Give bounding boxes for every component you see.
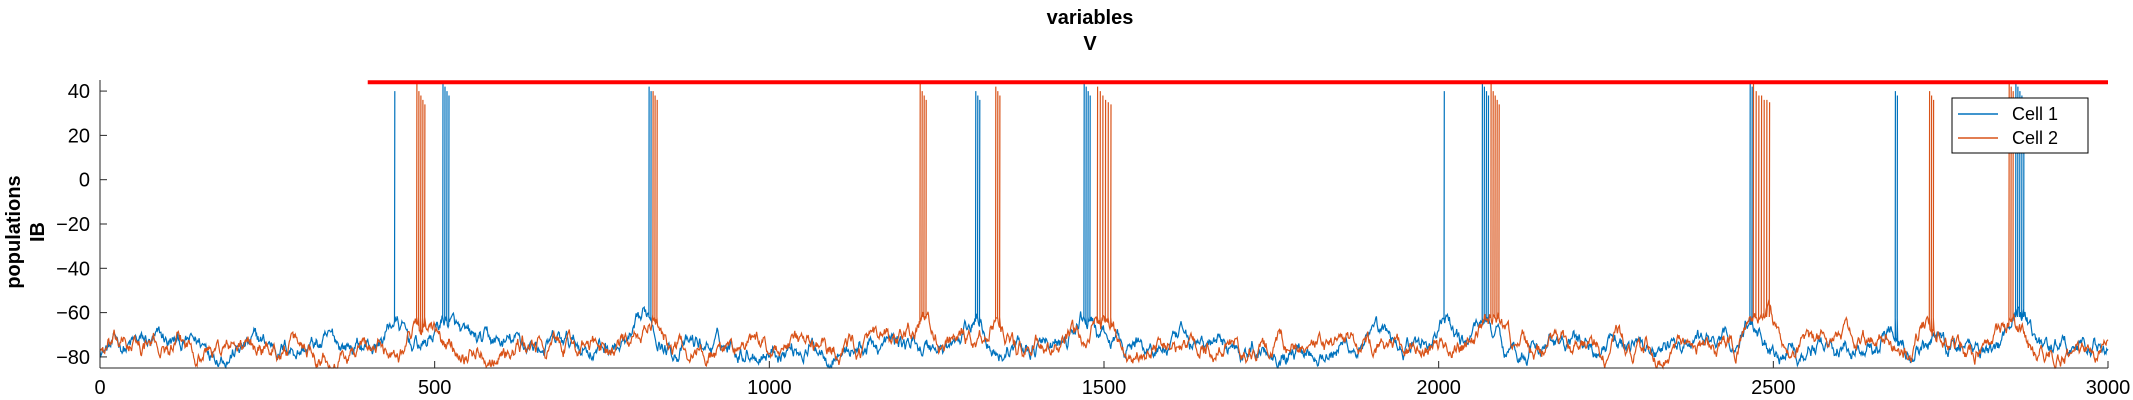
- x-tick-label: 1000: [747, 377, 792, 399]
- series-line-cell-1: [99, 82, 2109, 370]
- x-tick-label: 3000: [2086, 377, 2131, 399]
- y-tick-label: 20: [68, 125, 90, 147]
- chart-title-line-2: V: [1083, 33, 1097, 55]
- axes: 0 500 1000 1500 2000 2500 3000 40 20 0 −20 −40 −60 −8…: [56, 80, 2130, 399]
- y-axis-label-line-2: IB: [27, 222, 49, 242]
- x-tick-label: 2500: [1751, 377, 1796, 399]
- y-axis-label-line-1: populations: [3, 175, 25, 288]
- y-tick-label: −60: [56, 303, 90, 325]
- plot-area: [99, 80, 2109, 370]
- y-tick-label: −40: [56, 258, 90, 280]
- legend-label-cell-1: Cell 1: [2012, 104, 2058, 124]
- x-tick-label: 1500: [1082, 377, 1127, 399]
- y-tick-label: 40: [68, 81, 90, 103]
- y-tick-label: −20: [56, 214, 90, 236]
- x-tick-label: 0: [94, 377, 105, 399]
- legend: Cell 1 Cell 2: [1951, 97, 2089, 154]
- y-tick-label: −80: [56, 347, 90, 369]
- legend-box: [1951, 97, 2089, 154]
- chart-title-line-1: variables: [1047, 7, 1134, 29]
- series-line-cell-2: [100, 82, 2109, 370]
- x-tick-label: 500: [418, 377, 451, 399]
- y-tick-label: 0: [79, 170, 90, 192]
- x-tick-label: 2000: [1416, 377, 1461, 399]
- legend-label-cell-2: Cell 2: [2012, 128, 2058, 148]
